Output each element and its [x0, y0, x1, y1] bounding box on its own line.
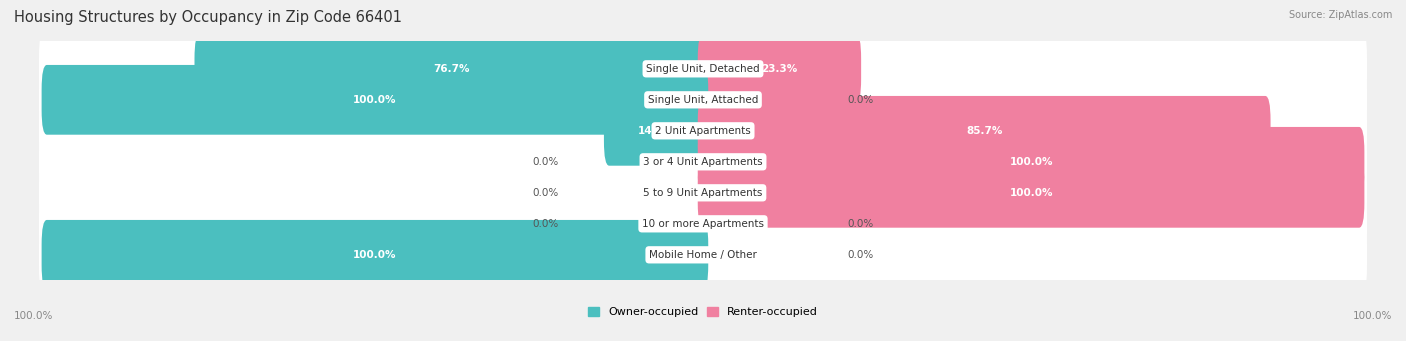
FancyBboxPatch shape — [39, 53, 1367, 147]
Text: 100.0%: 100.0% — [1010, 188, 1053, 198]
Text: 0.0%: 0.0% — [848, 219, 873, 229]
FancyBboxPatch shape — [194, 34, 709, 104]
FancyBboxPatch shape — [697, 127, 1364, 197]
Legend: Owner-occupied, Renter-occupied: Owner-occupied, Renter-occupied — [583, 303, 823, 322]
Text: 0.0%: 0.0% — [533, 188, 558, 198]
Text: 5 to 9 Unit Apartments: 5 to 9 Unit Apartments — [644, 188, 762, 198]
Text: 100.0%: 100.0% — [353, 250, 396, 260]
Text: 0.0%: 0.0% — [848, 95, 873, 105]
Text: 85.7%: 85.7% — [966, 126, 1002, 136]
Text: 100.0%: 100.0% — [1353, 311, 1392, 321]
FancyBboxPatch shape — [42, 220, 709, 290]
Text: 100.0%: 100.0% — [14, 311, 53, 321]
Text: 0.0%: 0.0% — [533, 157, 558, 167]
FancyBboxPatch shape — [39, 146, 1367, 240]
Text: Single Unit, Detached: Single Unit, Detached — [647, 64, 759, 74]
Text: 2 Unit Apartments: 2 Unit Apartments — [655, 126, 751, 136]
FancyBboxPatch shape — [39, 177, 1367, 271]
Text: 100.0%: 100.0% — [353, 95, 396, 105]
FancyBboxPatch shape — [697, 158, 1364, 228]
Text: 0.0%: 0.0% — [848, 250, 873, 260]
FancyBboxPatch shape — [42, 65, 709, 135]
FancyBboxPatch shape — [697, 96, 1271, 166]
Text: Mobile Home / Other: Mobile Home / Other — [650, 250, 756, 260]
Text: Housing Structures by Occupancy in Zip Code 66401: Housing Structures by Occupancy in Zip C… — [14, 10, 402, 25]
Text: Source: ZipAtlas.com: Source: ZipAtlas.com — [1288, 10, 1392, 20]
Text: 3 or 4 Unit Apartments: 3 or 4 Unit Apartments — [643, 157, 763, 167]
Text: 23.3%: 23.3% — [761, 64, 797, 74]
FancyBboxPatch shape — [605, 96, 709, 166]
Text: 14.3%: 14.3% — [638, 126, 675, 136]
Text: 0.0%: 0.0% — [533, 219, 558, 229]
FancyBboxPatch shape — [39, 115, 1367, 209]
FancyBboxPatch shape — [39, 21, 1367, 116]
Text: 10 or more Apartments: 10 or more Apartments — [643, 219, 763, 229]
Text: 100.0%: 100.0% — [1010, 157, 1053, 167]
FancyBboxPatch shape — [697, 34, 860, 104]
Text: Single Unit, Attached: Single Unit, Attached — [648, 95, 758, 105]
FancyBboxPatch shape — [39, 84, 1367, 178]
FancyBboxPatch shape — [39, 208, 1367, 302]
Text: 76.7%: 76.7% — [433, 64, 470, 74]
